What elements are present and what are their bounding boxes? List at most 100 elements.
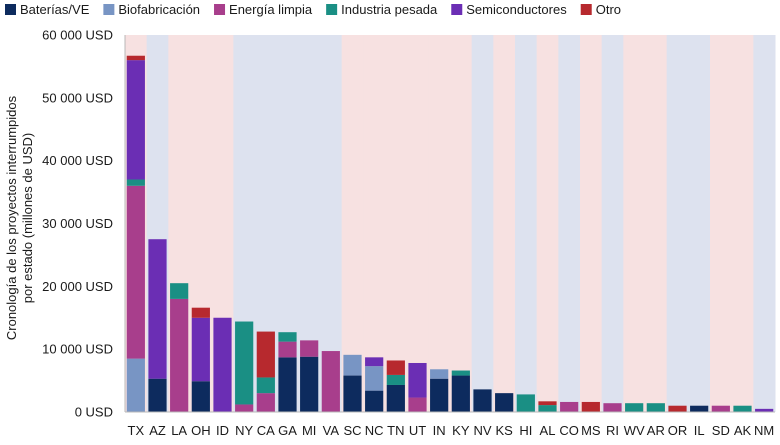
bar-ca-series-2 xyxy=(256,393,275,412)
bar-oh-series-0 xyxy=(191,381,210,412)
bar-in-series-0 xyxy=(430,378,449,412)
bar-ga-series-2 xyxy=(278,341,297,358)
y-tick-label: 40 000 USD xyxy=(42,153,113,168)
band-ut xyxy=(406,35,429,412)
bar-mi-series-2 xyxy=(300,340,319,357)
band-va xyxy=(320,35,343,412)
band-in xyxy=(428,35,451,412)
bar-in-series-1 xyxy=(430,369,449,379)
bar-ak-series-3 xyxy=(733,405,752,412)
band-ms xyxy=(580,35,603,412)
bar-nc-series-0 xyxy=(365,390,384,412)
bar-or-series-5 xyxy=(668,405,687,412)
x-tick-label-nv: NV xyxy=(473,423,491,438)
x-tick-label-ks: KS xyxy=(495,423,513,438)
bar-al-series-3 xyxy=(538,405,557,412)
bar-hi-series-3 xyxy=(516,394,535,412)
y-tick-label: 30 000 USD xyxy=(42,216,113,231)
band-hi xyxy=(515,35,538,412)
band-ar xyxy=(645,35,668,412)
band-ak xyxy=(731,35,754,412)
x-tick-label-il: IL xyxy=(694,423,705,438)
legend-swatch-5 xyxy=(580,4,592,15)
party-bands xyxy=(125,35,776,412)
y-tick-label: 60 000 USD xyxy=(42,28,113,43)
x-tick-label-oh: OH xyxy=(191,423,211,438)
bar-tn-series-0 xyxy=(386,384,405,412)
x-tick-label-va: VA xyxy=(323,423,340,438)
x-axis: TX AZ LA OH ID NY CA GA MI VA SC NC TN UT IN KY NV KS HI AL… xyxy=(125,411,775,438)
legend-label-1: Biofabricación xyxy=(118,2,200,17)
x-tick-label-ut: UT xyxy=(409,423,426,438)
bar-al-series-5 xyxy=(538,401,557,406)
bar-nm-series-4 xyxy=(755,408,774,412)
x-tick-label-mi: MI xyxy=(302,423,316,438)
x-tick-label-la: LA xyxy=(171,423,187,438)
bar-sc-series-1 xyxy=(343,354,362,376)
x-tick-label-ny: NY xyxy=(235,423,253,438)
band-or xyxy=(666,35,689,412)
bar-ri-series-2 xyxy=(603,403,622,412)
legend-swatch-4 xyxy=(451,4,463,15)
band-mi xyxy=(298,35,321,412)
bar-stacks xyxy=(126,55,774,412)
x-tick-label-tn: TN xyxy=(387,423,404,438)
legend-swatch-3 xyxy=(326,4,338,15)
bar-ca-series-3 xyxy=(256,377,275,394)
bar-oh-series-4 xyxy=(191,317,210,382)
bar-sd-series-2 xyxy=(711,405,730,412)
bar-id-series-4 xyxy=(213,317,232,412)
band-al xyxy=(536,35,559,412)
bar-ky-series-0 xyxy=(451,375,470,412)
bar-nv-series-0 xyxy=(473,389,492,412)
band-ga xyxy=(276,35,299,412)
legend-label-3: Industria pesada xyxy=(341,2,438,17)
x-tick-label-or: OR xyxy=(668,423,688,438)
band-ri xyxy=(601,35,624,412)
bar-tn-series-3 xyxy=(386,374,405,385)
legend-label-0: Baterías/VE xyxy=(20,2,90,17)
band-nc xyxy=(363,35,386,412)
band-nm xyxy=(753,35,776,412)
bar-ms-series-5 xyxy=(581,401,600,412)
band-tn xyxy=(385,35,408,412)
x-tick-label-ri: RI xyxy=(606,423,619,438)
y-tick-label: 10 000 USD xyxy=(42,342,113,357)
band-ks xyxy=(493,35,516,412)
bar-tn-series-5 xyxy=(386,360,405,375)
x-tick-label-ar: AR xyxy=(647,423,665,438)
y-tick-label: 50 000 USD xyxy=(42,90,113,105)
legend-label-4: Semiconductores xyxy=(466,2,567,17)
bar-ga-series-0 xyxy=(278,357,297,412)
x-tick-label-hi: HI xyxy=(519,423,532,438)
bar-oh-series-5 xyxy=(191,307,210,318)
x-tick-label-in: IN xyxy=(433,423,446,438)
y-axis-label-line-2: por estado (millones de USD) xyxy=(20,133,35,304)
x-tick-label-nc: NC xyxy=(365,423,384,438)
bar-az-series-4 xyxy=(148,239,167,379)
bar-mi-series-0 xyxy=(300,356,319,412)
x-tick-label-wv: WV xyxy=(624,423,645,438)
band-wv xyxy=(623,35,646,412)
bar-tx-series-3 xyxy=(126,179,145,186)
bar-tx-series-4 xyxy=(126,60,145,180)
legend-label-2: Energía limpia xyxy=(229,2,313,17)
band-ny xyxy=(233,35,256,412)
x-tick-label-ga: GA xyxy=(278,423,297,438)
bar-ga-series-3 xyxy=(278,332,297,342)
x-tick-label-sd: SD xyxy=(712,423,730,438)
x-tick-label-ca: CA xyxy=(257,423,275,438)
x-tick-label-ky: KY xyxy=(452,423,470,438)
legend-label-5: Otro xyxy=(596,2,621,17)
y-tick-label: 0 USD xyxy=(75,405,113,420)
band-sd xyxy=(710,35,733,412)
x-tick-label-id: ID xyxy=(216,423,229,438)
bar-ny-series-2 xyxy=(235,404,254,412)
bar-nc-series-4 xyxy=(365,357,384,367)
y-axis: 0 USD 10 000 USD 20 000 USD 30 000 USD 40 00… xyxy=(42,28,126,420)
x-tick-label-sc: SC xyxy=(343,423,361,438)
bar-la-series-2 xyxy=(170,298,189,412)
bar-la-series-3 xyxy=(170,283,189,299)
